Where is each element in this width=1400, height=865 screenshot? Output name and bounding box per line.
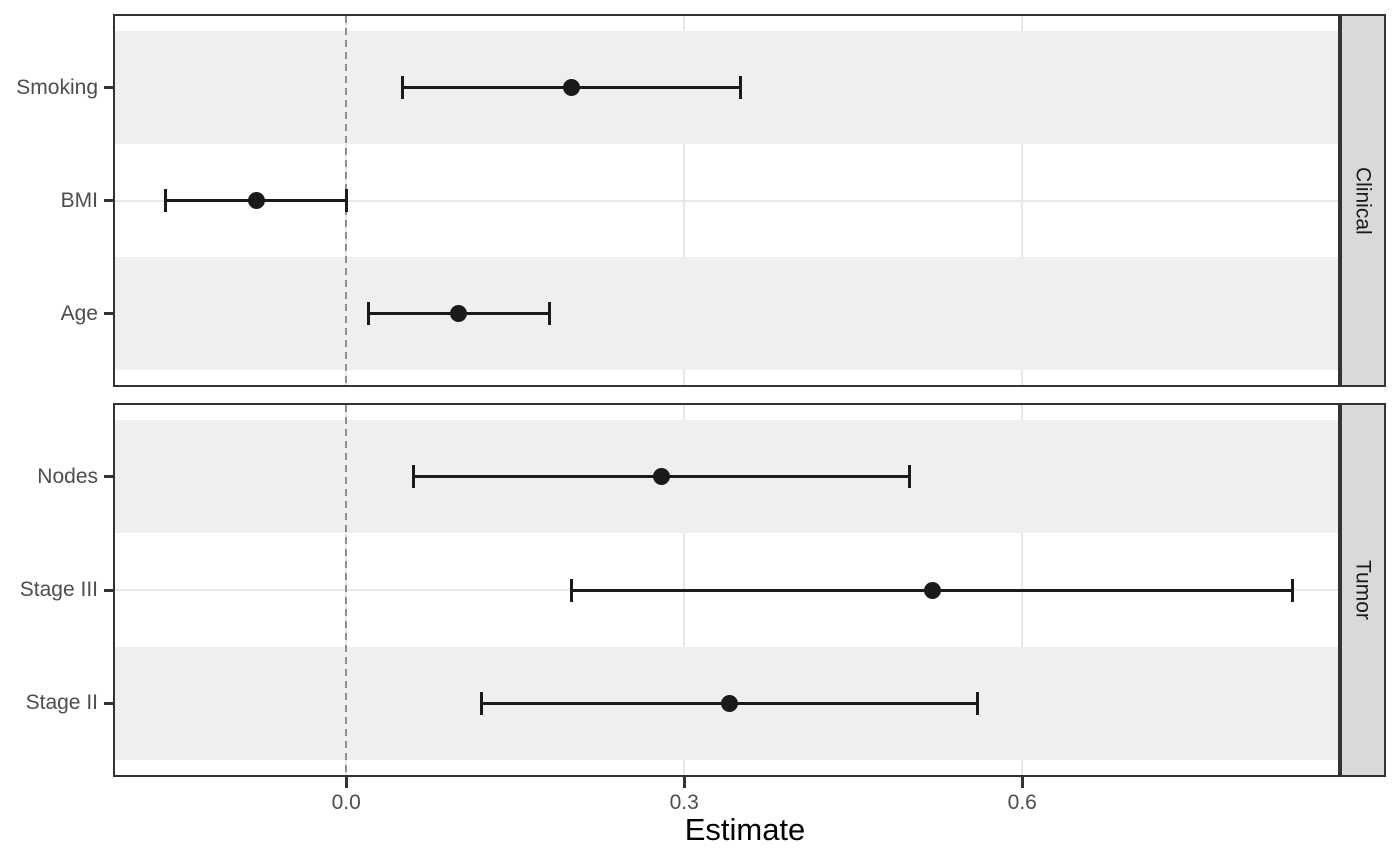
estimate-point	[653, 468, 671, 486]
errorbar-cap-high	[739, 76, 743, 99]
x-axis-tick-label: 0.0	[331, 791, 361, 814]
errorbar-cap-low	[164, 189, 168, 212]
y-axis-label: Smoking	[16, 75, 98, 99]
facet-panel-clinical	[113, 14, 1340, 387]
estimate-point	[563, 79, 581, 96]
y-axis-tick-mark	[104, 199, 113, 202]
facet-strip-label: Tumor	[1351, 560, 1375, 620]
y-axis-tick-mark	[104, 86, 113, 89]
estimate-point	[450, 305, 468, 322]
errorbar-cap-low	[401, 76, 405, 99]
y-axis-tick-mark	[104, 475, 113, 479]
estimate-point	[720, 694, 738, 712]
errorbar-cap-high	[547, 302, 551, 325]
facet-strip-tumor: Tumor	[1340, 403, 1386, 777]
y-axis-tick-mark	[104, 588, 113, 592]
y-axis-tick-mark	[104, 701, 113, 705]
facet-strip-clinical: Clinical	[1340, 14, 1386, 387]
x-axis-tick-label: 0.6	[1007, 791, 1037, 814]
x-axis-tick-label: 0.3	[669, 791, 699, 814]
h-gridline	[115, 199, 1338, 202]
estimate-point	[923, 581, 941, 599]
y-axis-label: Stage II	[25, 691, 98, 715]
facet-strip-label: Clinical	[1351, 166, 1375, 235]
zero-reference-line	[345, 405, 348, 775]
y-axis-tick-mark	[104, 312, 113, 315]
row-stripe	[115, 257, 1338, 370]
errorbar-cap-high	[908, 465, 912, 489]
y-axis-label: Age	[60, 301, 98, 325]
x-axis-tick-mark	[1020, 777, 1024, 788]
errorbar-cap-low	[412, 465, 416, 489]
errorbar-cap-high	[975, 691, 979, 715]
x-axis-tick-mark	[682, 777, 686, 788]
errorbar-cap-high	[1291, 578, 1295, 602]
y-axis-label: BMI	[60, 188, 98, 212]
errorbar-cap-low	[367, 302, 371, 325]
y-axis-label: Stage III	[19, 578, 98, 601]
x-axis-title: Estimate	[684, 812, 806, 847]
errorbar-cap-low	[479, 691, 483, 715]
y-axis-label: Nodes	[37, 464, 98, 488]
facet-panel-tumor	[113, 403, 1340, 777]
errorbar-cap-high	[344, 189, 348, 212]
errorbar-cap-low	[570, 578, 574, 602]
estimate-point	[247, 192, 265, 209]
x-axis-tick-mark	[344, 777, 348, 788]
